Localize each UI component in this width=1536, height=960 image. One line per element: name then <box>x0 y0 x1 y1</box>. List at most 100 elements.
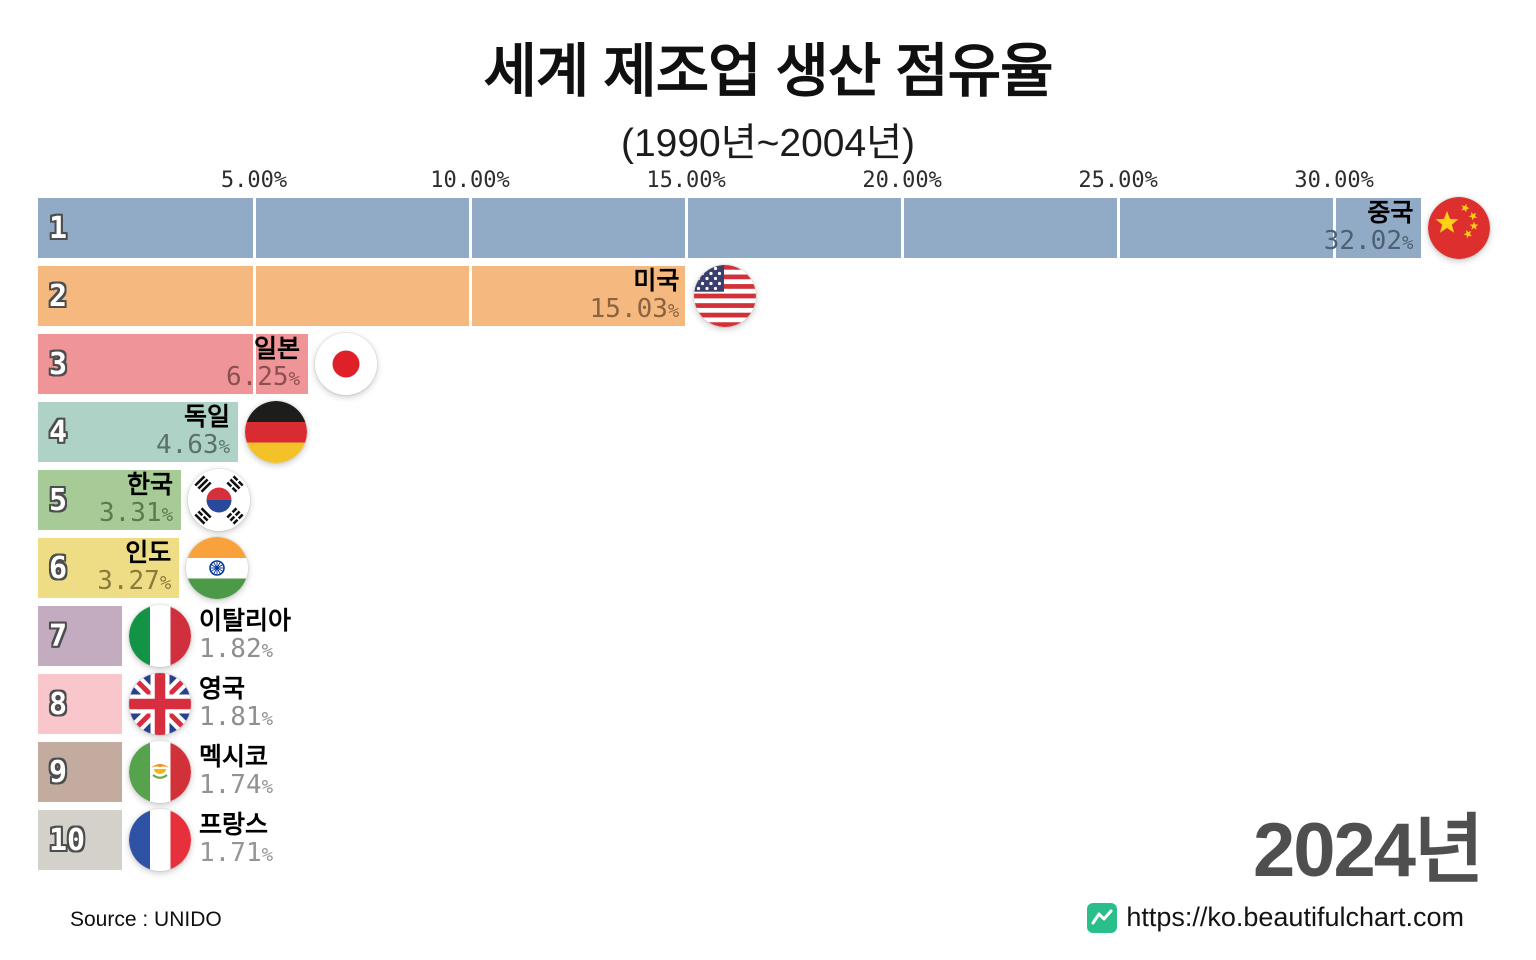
axis-tick-label: 15.00% <box>646 168 726 193</box>
country-value: 32.02% <box>1323 226 1414 257</box>
it-flag-icon <box>129 605 191 667</box>
bar <box>38 334 309 394</box>
gb-flag-icon <box>129 673 191 735</box>
bar <box>38 266 688 326</box>
country-name: 중국 <box>1367 198 1414 227</box>
gridline <box>252 198 256 870</box>
chart-wave-icon <box>1087 902 1118 933</box>
rank-label: 7 <box>49 619 68 654</box>
us-flag-icon <box>694 265 757 327</box>
bar-row: 1 중국 32.02% <box>38 197 1491 259</box>
bar-row: 6 인도 3.27% <box>38 537 1440 599</box>
bar-row: 8 영국 1.81% <box>38 673 1440 735</box>
percent-unit: % <box>161 504 174 527</box>
country-label-block: 영국 1.81% <box>199 674 273 734</box>
percent-unit: % <box>288 368 301 391</box>
bar <box>38 606 122 666</box>
country-value: 6.25% <box>225 362 301 393</box>
bar-row: 7 이탈리아 1.82% <box>38 605 1440 667</box>
plot-area: 1 중국 32.02% 2 미국 15.03% 3 일본 6.25% 4 독일 4.63% 5 한국 3.3… <box>38 197 1491 871</box>
bar <box>38 538 180 598</box>
country-name: 영국 <box>199 674 246 703</box>
axis-tick-label: 5.00% <box>220 168 288 193</box>
rank-label: 3 <box>49 347 68 382</box>
bar <box>38 810 122 870</box>
rank-label: 10 <box>49 823 86 858</box>
country-name: 인도 <box>125 538 172 567</box>
country-value: 3.31% <box>98 498 174 529</box>
percent-unit: % <box>218 436 231 459</box>
axis-tick-label: 20.00% <box>862 168 942 193</box>
bar-row: 5 한국 3.31% <box>38 469 1440 531</box>
country-value: 1.82% <box>199 634 274 665</box>
axis-tick-label: 10.00% <box>430 168 510 193</box>
gridline <box>900 198 904 870</box>
axis-tick-label: 25.00% <box>1078 168 1158 193</box>
country-name: 멕시코 <box>199 742 269 771</box>
rank-label: 6 <box>49 551 68 586</box>
gridline <box>1332 198 1336 870</box>
bar <box>38 742 122 802</box>
bar <box>38 198 1422 258</box>
percent-unit: % <box>1401 232 1414 255</box>
rank-label: 8 <box>49 687 68 722</box>
country-name: 일본 <box>254 334 301 363</box>
jp-flag-icon <box>315 333 378 395</box>
country-value: 1.81% <box>199 702 274 733</box>
bar-row: 4 독일 4.63% <box>38 401 1440 463</box>
country-label-block: 프랑스 1.71% <box>199 810 273 870</box>
rank-label: 4 <box>49 415 68 450</box>
country-label-block: 중국 32.02% <box>1324 198 1414 258</box>
bar-row: 2 미국 15.03% <box>38 265 1440 327</box>
gridline <box>468 198 472 870</box>
country-label-block: 독일 4.63% <box>156 402 230 462</box>
percent-unit: % <box>261 640 274 663</box>
country-value: 1.74% <box>199 770 274 801</box>
percent-unit: % <box>261 708 274 731</box>
country-label-block: 멕시코 1.74% <box>199 742 273 802</box>
de-flag-icon <box>245 401 308 463</box>
rank-label: 9 <box>49 755 68 790</box>
year-label: 2024년 <box>1253 808 1484 893</box>
rank-label: 2 <box>49 279 68 314</box>
country-name: 독일 <box>184 402 231 431</box>
country-name: 프랑스 <box>199 810 269 839</box>
country-name: 이탈리아 <box>199 606 292 635</box>
country-value: 4.63% <box>155 430 231 461</box>
fr-flag-icon <box>129 809 191 871</box>
bar <box>38 402 239 462</box>
bar-row: 10 프랑스 1.71% <box>38 809 1440 871</box>
country-label-block: 이탈리아 1.82% <box>199 606 291 666</box>
chart-title: 세계 제조업 생산 점유율 <box>483 39 1054 104</box>
gridline <box>1116 198 1120 870</box>
bar-row: 9 멕시코 1.74% <box>38 741 1440 803</box>
rank-label: 5 <box>49 483 68 518</box>
mx-flag-icon <box>129 741 191 803</box>
chart-subtitle: (1990년~2004년) <box>620 122 916 165</box>
percent-unit: % <box>261 844 274 867</box>
gridline <box>684 198 688 870</box>
bar <box>38 674 122 734</box>
source-label: Source : UNIDO <box>70 908 222 931</box>
axis-tick-label: 30.00% <box>1294 168 1374 193</box>
site-link[interactable]: https://ko.beautifulchart.com <box>1087 902 1464 933</box>
site-url-text: https://ko.beautifulchart.com <box>1126 902 1464 932</box>
percent-unit: % <box>667 300 680 323</box>
country-label-block: 일본 6.25% <box>226 334 300 394</box>
country-value: 3.27% <box>97 566 172 597</box>
country-value: 1.71% <box>199 838 274 869</box>
percent-unit: % <box>159 572 172 595</box>
country-label-block: 인도 3.27% <box>97 538 171 598</box>
country-name: 한국 <box>127 470 174 499</box>
country-value: 15.03% <box>589 294 680 325</box>
in-flag-icon <box>186 537 249 599</box>
country-label-block: 미국 15.03% <box>590 266 680 326</box>
kr-flag-icon <box>188 469 250 531</box>
bar-row: 3 일본 6.25% <box>38 333 1440 395</box>
country-label-block: 한국 3.31% <box>99 470 173 530</box>
cn-flag-icon <box>1428 197 1491 259</box>
country-name: 미국 <box>633 266 680 295</box>
bar <box>38 470 181 530</box>
percent-unit: % <box>261 776 274 799</box>
x-axis: 5.00% 10.00% 15.00% 20.00% 25.00% 30.00% <box>38 168 1440 196</box>
